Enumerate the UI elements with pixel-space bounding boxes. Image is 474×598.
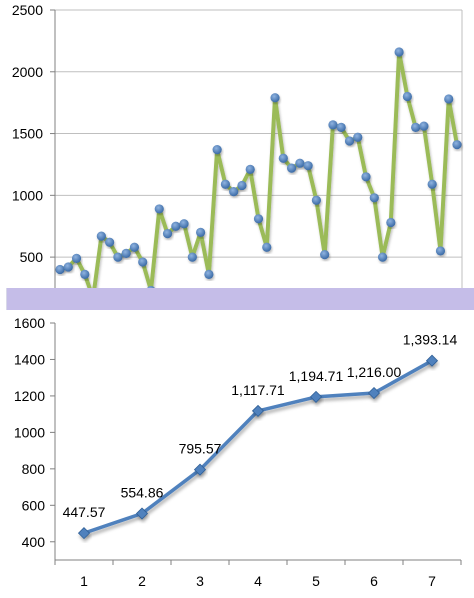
top-data-point	[196, 227, 206, 237]
top-data-point	[444, 94, 454, 104]
top-y-tick-label: 1000	[12, 187, 43, 203]
top-data-point	[311, 195, 321, 205]
bottom-y-tick-label: 1400	[14, 351, 45, 367]
top-data-point	[154, 204, 164, 214]
top-data-point	[394, 47, 404, 57]
chart-separator-edge	[0, 288, 7, 310]
bottom-chart-y-tick-labels: 400 600 800 1000 1200 1400 1600	[14, 315, 45, 550]
top-series-line	[59, 50, 459, 288]
top-data-point	[129, 242, 140, 252]
top-chart-axes	[50, 9, 463, 288]
bottom-chart-x-tick-labels: 1 2 3 4 5 6 7	[80, 573, 436, 589]
bottom-data-point	[193, 463, 207, 476]
bottom-data-label: 1,216.00	[347, 364, 402, 380]
top-chart-series-line	[59, 50, 459, 288]
bottom-data-point	[309, 390, 323, 403]
top-data-point	[80, 269, 90, 280]
bottom-y-tick-label: 1200	[14, 388, 45, 404]
bottom-x-tick-label: 6	[370, 573, 378, 589]
top-data-point	[369, 193, 379, 203]
top-data-point	[402, 91, 412, 102]
top-chart-y-tick-labels: 500 1000 1500 2000 2500	[12, 2, 43, 265]
top-y-tick-label: 2000	[12, 64, 43, 80]
bottom-data-point	[425, 354, 439, 367]
bottom-x-tick-label: 2	[138, 573, 146, 589]
bottom-data-point	[77, 527, 91, 540]
top-data-point	[286, 163, 297, 173]
top-data-point	[162, 229, 173, 239]
top-data-point	[105, 237, 115, 247]
top-data-point	[411, 122, 421, 132]
top-data-point	[253, 214, 264, 224]
bottom-y-tick-label: 1000	[14, 424, 45, 440]
bottom-y-tick-label: 400	[22, 534, 46, 550]
bottom-data-point	[135, 507, 149, 520]
top-data-point	[96, 231, 106, 241]
top-chart-gridlines	[55, 9, 462, 258]
top-chart-series-points	[55, 47, 462, 288]
top-data-point	[212, 145, 222, 155]
top-data-point	[377, 252, 388, 262]
top-data-point	[187, 252, 197, 262]
top-data-point	[63, 262, 73, 272]
bottom-data-label: 1,117.71	[231, 382, 285, 398]
top-y-tick-label: 1500	[12, 126, 43, 142]
top-data-point	[220, 179, 231, 189]
bottom-data-point	[367, 386, 381, 400]
bottom-x-tick-label: 4	[254, 573, 262, 589]
top-data-point	[113, 252, 123, 262]
top-y-tick-label: 500	[20, 249, 44, 265]
top-data-point	[295, 158, 305, 168]
chart-top: 500 1000 1500 2000 2500	[12, 2, 463, 288]
top-data-point	[71, 253, 82, 263]
top-data-point	[204, 269, 214, 280]
top-data-point	[361, 172, 371, 182]
bottom-chart-series-points	[77, 354, 439, 540]
bottom-data-label: 795.57	[179, 441, 222, 457]
top-data-point	[320, 250, 330, 260]
top-data-point	[303, 161, 313, 171]
top-data-point	[328, 120, 338, 130]
top-data-point	[270, 93, 280, 103]
top-data-point	[419, 121, 429, 131]
top-data-point	[147, 285, 155, 288]
top-data-point	[344, 136, 355, 146]
bottom-chart-data-labels: 447.57 554.86 795.57 1,117.711,194.71 1,216.…	[63, 332, 458, 520]
top-data-point	[171, 221, 181, 231]
top-y-tick-label: 2500	[12, 2, 43, 18]
bottom-data-label: 1,393.14	[403, 332, 458, 348]
bottom-y-tick-label: 800	[22, 461, 46, 477]
bottom-chart-axes	[50, 322, 462, 565]
top-data-point	[262, 242, 272, 252]
bottom-data-label: 554.86	[121, 485, 164, 501]
top-data-point	[179, 219, 189, 229]
top-data-point	[427, 179, 437, 189]
top-data-point	[121, 248, 131, 259]
top-data-point	[353, 132, 363, 142]
bottom-data-point	[251, 404, 265, 417]
top-data-point	[452, 140, 462, 150]
top-data-point	[55, 264, 65, 275]
top-data-point	[229, 187, 239, 197]
bottom-data-label: 1,194.71	[289, 368, 344, 384]
top-data-point	[336, 122, 346, 132]
bottom-x-tick-label: 1	[80, 573, 88, 589]
top-data-point	[245, 164, 255, 174]
bottom-x-tick-label: 5	[312, 573, 320, 589]
chart-bottom: 400 600 800 1000 1200 1400 1600 1 2 3 4 5 6 7 447.57…	[14, 315, 462, 589]
bottom-y-tick-label: 600	[22, 497, 46, 513]
top-data-point	[278, 153, 288, 163]
top-data-point	[138, 257, 148, 267]
bottom-data-label: 447.57	[63, 504, 106, 520]
top-data-point	[435, 246, 446, 256]
top-data-point	[386, 217, 396, 228]
bottom-x-tick-label: 7	[428, 573, 436, 589]
bottom-y-tick-label: 1600	[14, 315, 45, 331]
bottom-x-tick-label: 3	[196, 573, 204, 589]
chart-separator-band	[0, 288, 474, 310]
top-data-point	[237, 180, 247, 191]
